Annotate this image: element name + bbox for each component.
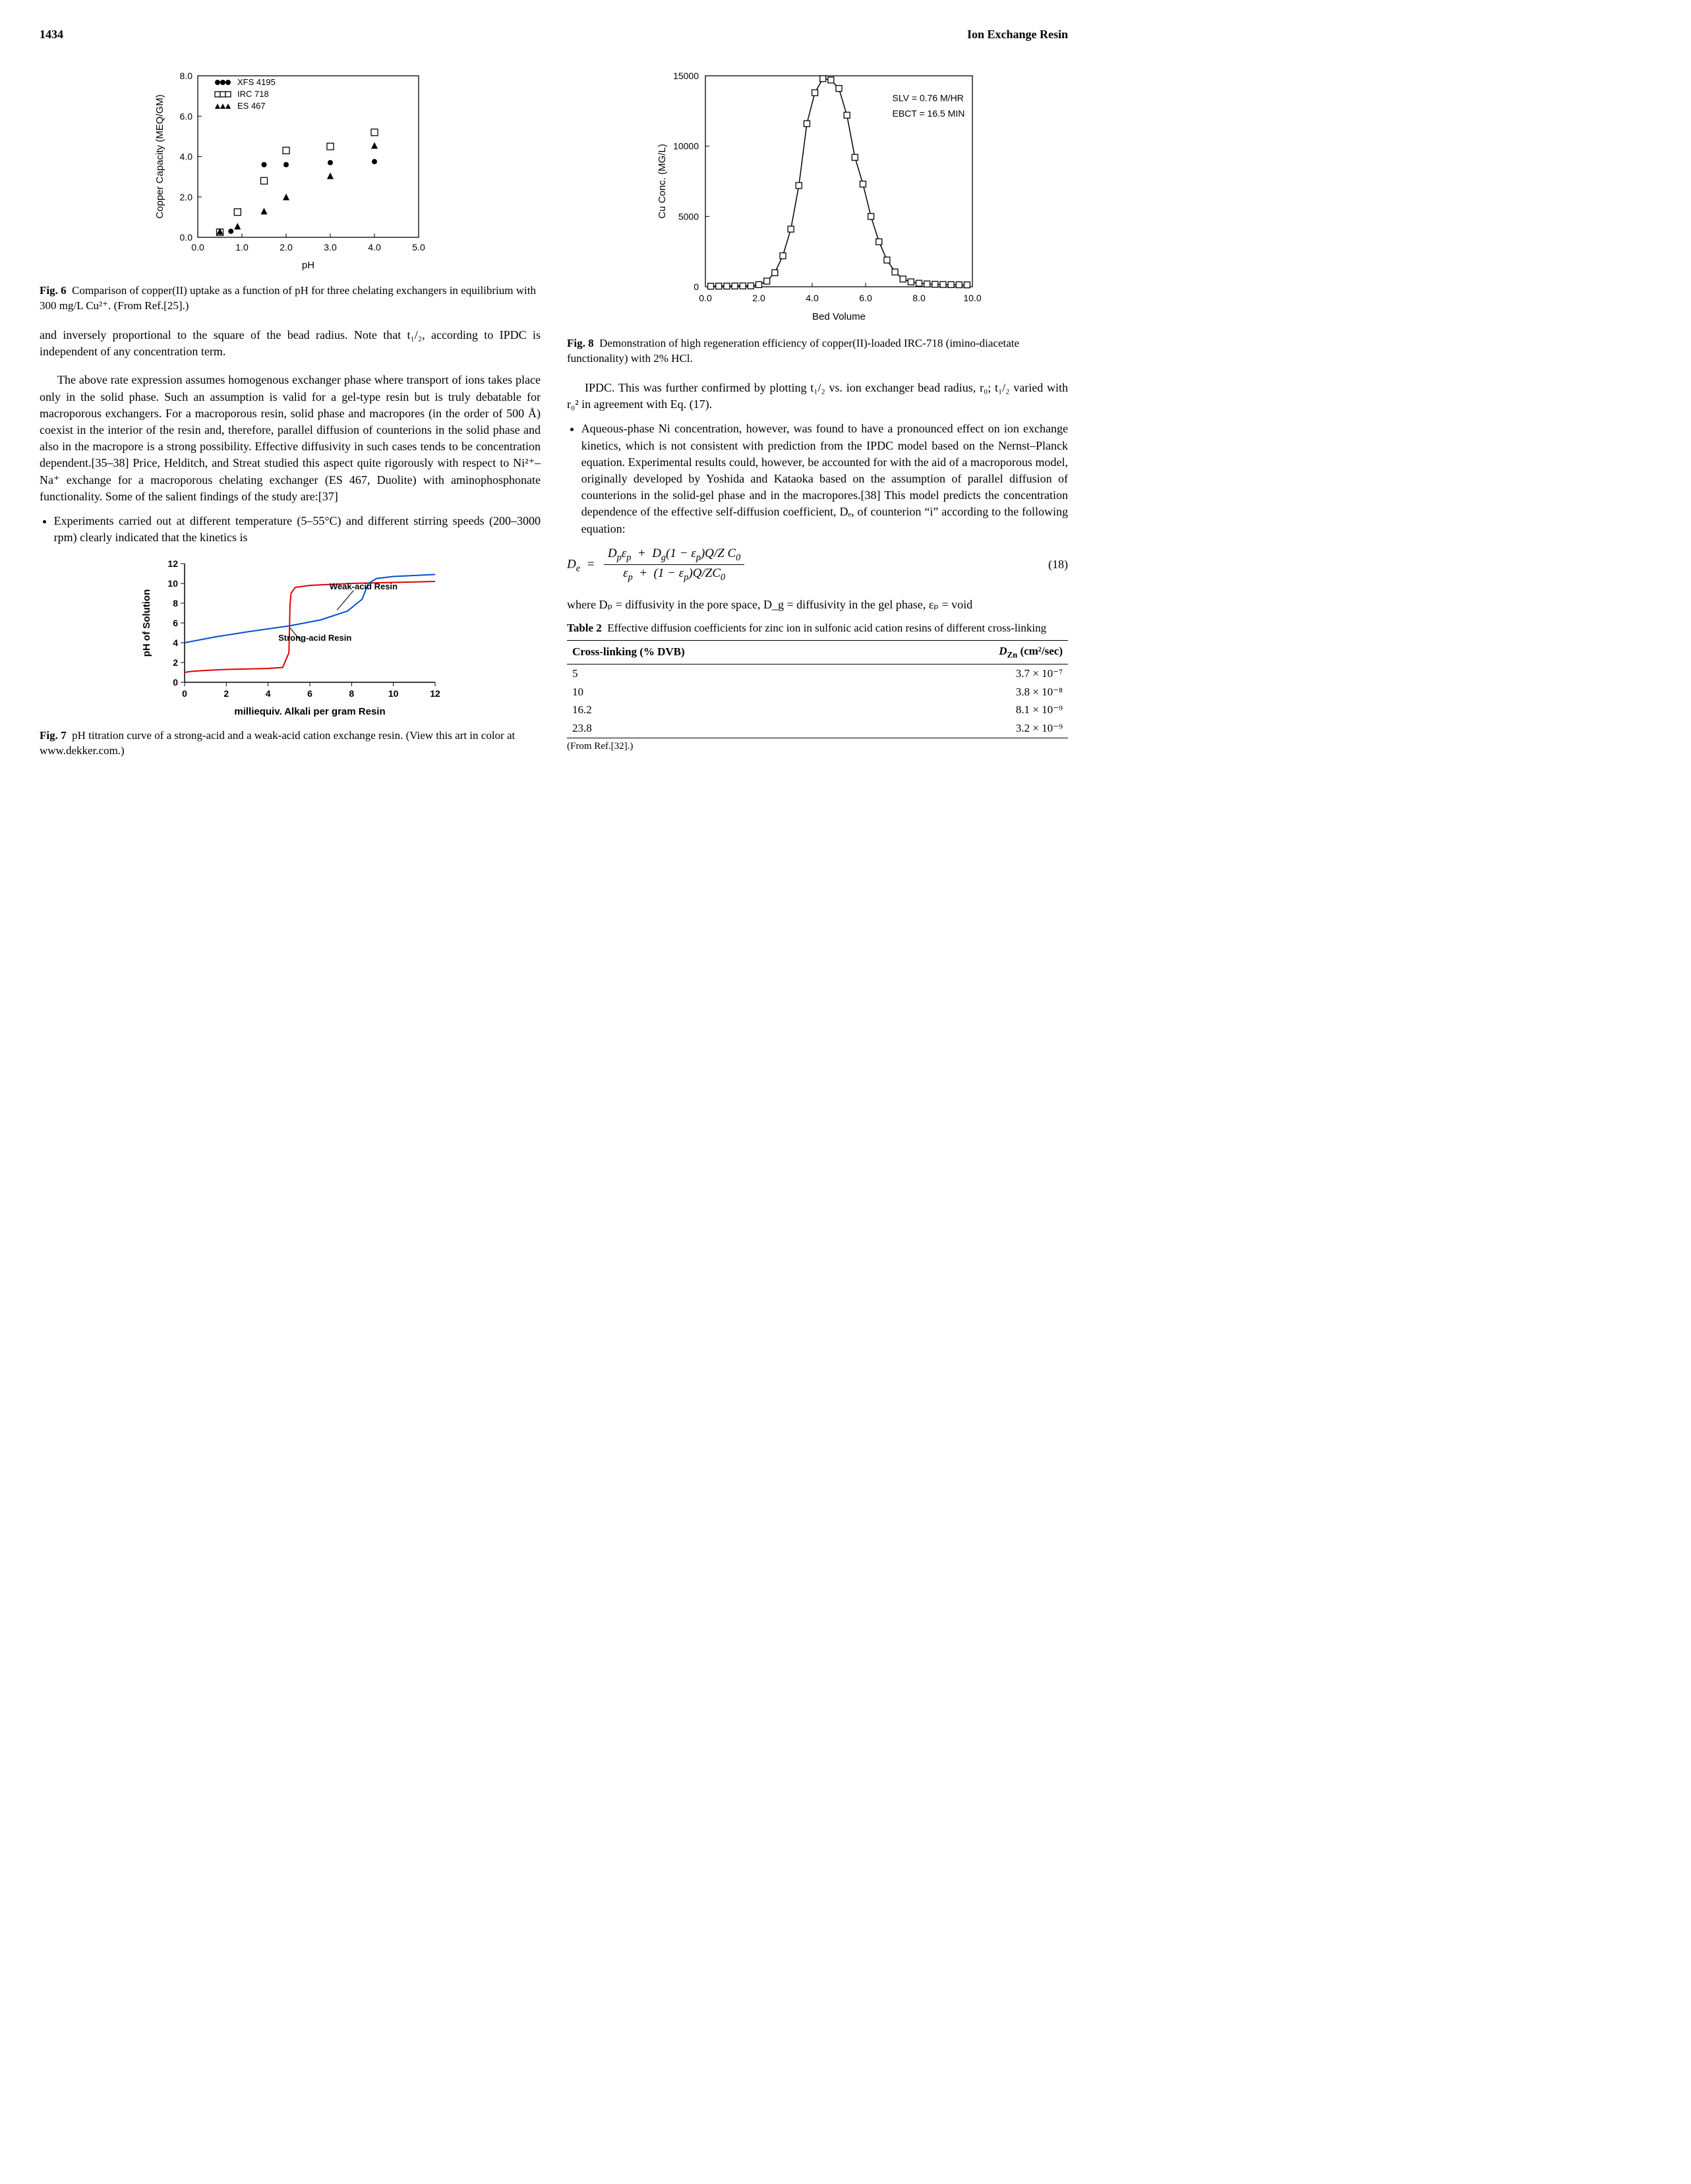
page-header: 1434 Ion Exchange Resin bbox=[40, 26, 1068, 43]
svg-text:8.0: 8.0 bbox=[180, 71, 193, 81]
bullet-list-left: Experiments carried out at different tem… bbox=[40, 513, 541, 546]
svg-text:Bed Volume: Bed Volume bbox=[812, 311, 866, 322]
bullet-1: Experiments carried out at different tem… bbox=[54, 513, 541, 546]
left-column: 0.0 1.0 2.0 3.0 4.0 5.0 0.0 2.0 4.0 6.0 8.0 pH Coppe… bbox=[40, 63, 541, 772]
svg-text:Cu Conc. (MG/L): Cu Conc. (MG/L) bbox=[657, 144, 668, 219]
table-2-note: (From Ref.[32].) bbox=[567, 740, 1068, 753]
bullet-2: Aqueous-phase Ni concentration, however,… bbox=[581, 421, 1068, 537]
svg-text:milliequiv. Alkali per gram Re: milliequiv. Alkali per gram Resin bbox=[234, 706, 385, 717]
bullet-list-right: Aqueous-phase Ni concentration, however,… bbox=[567, 421, 1068, 537]
svg-text:6: 6 bbox=[307, 688, 312, 699]
svg-text:4.0: 4.0 bbox=[368, 242, 381, 252]
svg-text:Copper Capacity (MEQ/GM): Copper Capacity (MEQ/GM) bbox=[154, 94, 165, 218]
table-cell: 5 bbox=[567, 664, 879, 682]
svg-text:SLV = 0.76 M/HR: SLV = 0.76 M/HR bbox=[893, 93, 964, 103]
svg-text:10000: 10000 bbox=[673, 141, 699, 152]
svg-text:10.0: 10.0 bbox=[963, 293, 981, 303]
svg-text:15000: 15000 bbox=[673, 71, 699, 81]
svg-text:IRC 718: IRC 718 bbox=[237, 89, 269, 99]
table-cell: 3.2 × 10⁻⁹ bbox=[879, 719, 1068, 738]
svg-text:12: 12 bbox=[167, 558, 178, 569]
table-cell: 23.8 bbox=[567, 719, 879, 738]
svg-text:8.0: 8.0 bbox=[912, 293, 926, 303]
svg-text:Weak-acid Resin: Weak-acid Resin bbox=[330, 581, 398, 591]
page-number: 1434 bbox=[40, 26, 63, 43]
svg-text:pH of Solution: pH of Solution bbox=[141, 589, 152, 657]
svg-text:2.0: 2.0 bbox=[280, 242, 293, 252]
svg-text:5.0: 5.0 bbox=[412, 242, 425, 252]
table-cell: 16.2 bbox=[567, 701, 879, 719]
equation-18: De = Dpεp + Dg(1 − εp)Q/Z C0 εp + (1 − ε… bbox=[567, 545, 1068, 585]
svg-text:12: 12 bbox=[430, 688, 440, 699]
svg-text:pH: pH bbox=[302, 260, 314, 271]
table-cell: 3.7 × 10⁻⁷ bbox=[879, 664, 1068, 682]
figure-8-caption: Fig. 8 Demonstration of high regeneratio… bbox=[567, 336, 1068, 367]
figure-7: 0 2 4 6 8 10 12 0 2 4 6 8 10 12 milliequiv. Alkali per… bbox=[40, 554, 541, 759]
svg-text:ES 467: ES 467 bbox=[237, 101, 266, 111]
svg-text:6: 6 bbox=[173, 618, 178, 628]
figure-6-caption: Fig. 6 Comparison of copper(II) uptake a… bbox=[40, 283, 541, 314]
table-cell: 3.8 × 10⁻⁸ bbox=[879, 683, 1068, 701]
svg-text:4.0: 4.0 bbox=[180, 152, 193, 162]
svg-text:Strong-acid Resin: Strong-acid Resin bbox=[278, 633, 351, 643]
paragraph-continuation: and inversely proportional to the square… bbox=[40, 327, 541, 360]
svg-text:3.0: 3.0 bbox=[324, 242, 337, 252]
table-2-col1: DZn (cm²/sec) bbox=[879, 640, 1068, 664]
paragraph-2: The above rate expression assumes homoge… bbox=[40, 372, 541, 505]
table-2-caption: Table 2 Effective diffusion coefficients… bbox=[567, 621, 1068, 635]
table-cell: 10 bbox=[567, 683, 879, 701]
svg-text:10: 10 bbox=[167, 578, 178, 589]
svg-text:6.0: 6.0 bbox=[859, 293, 872, 303]
svg-text:0.0: 0.0 bbox=[191, 242, 204, 252]
right-column: 0.0 2.0 4.0 6.0 8.0 10.0 0 5000 10000 15000 Bed Vo… bbox=[567, 63, 1068, 772]
figure-8-chart: 0.0 2.0 4.0 6.0 8.0 10.0 0 5000 10000 15000 Bed Vo… bbox=[567, 63, 1068, 326]
table-cell: 8.1 × 10⁻⁹ bbox=[879, 701, 1068, 719]
svg-text:EBCT = 16.5 MIN: EBCT = 16.5 MIN bbox=[893, 108, 965, 119]
svg-text:4: 4 bbox=[266, 688, 271, 699]
svg-text:4.0: 4.0 bbox=[806, 293, 819, 303]
paragraph-where: where Dₚ = diffusivity in the pore space… bbox=[567, 597, 1068, 613]
svg-text:5000: 5000 bbox=[678, 212, 699, 222]
svg-text:2.0: 2.0 bbox=[180, 192, 193, 202]
table-2-col0: Cross-linking (% DVB) bbox=[567, 640, 879, 664]
svg-text:0.0: 0.0 bbox=[180, 232, 193, 243]
figure-6: 0.0 1.0 2.0 3.0 4.0 5.0 0.0 2.0 4.0 6.0 8.0 pH Coppe… bbox=[40, 63, 541, 314]
table-2: Cross-linking (% DVB) DZn (cm²/sec) 53.7… bbox=[567, 640, 1068, 738]
svg-text:0: 0 bbox=[182, 688, 187, 699]
svg-text:10: 10 bbox=[388, 688, 399, 699]
equation-18-number: (18) bbox=[1048, 556, 1068, 573]
svg-text:2.0: 2.0 bbox=[752, 293, 765, 303]
svg-text:8: 8 bbox=[173, 598, 178, 608]
figure-7-caption: Fig. 7 pH titration curve of a strong-ac… bbox=[40, 728, 541, 759]
svg-text:0: 0 bbox=[173, 677, 178, 688]
figure-7-chart: 0 2 4 6 8 10 12 0 2 4 6 8 10 12 milliequiv. Alkali per… bbox=[40, 554, 541, 719]
svg-text:XFS 4195: XFS 4195 bbox=[237, 77, 276, 87]
svg-text:4: 4 bbox=[173, 637, 178, 648]
svg-text:2: 2 bbox=[223, 688, 229, 699]
bullet1-continuation: IPDC. This was further confirmed by plot… bbox=[567, 380, 1068, 413]
figure-8: 0.0 2.0 4.0 6.0 8.0 10.0 0 5000 10000 15000 Bed Vo… bbox=[567, 63, 1068, 367]
svg-text:0.0: 0.0 bbox=[699, 293, 712, 303]
running-title: Ion Exchange Resin bbox=[967, 26, 1068, 43]
svg-text:1.0: 1.0 bbox=[235, 242, 249, 252]
svg-text:0: 0 bbox=[694, 281, 699, 292]
svg-text:6.0: 6.0 bbox=[180, 111, 193, 121]
figure-6-chart: 0.0 1.0 2.0 3.0 4.0 5.0 0.0 2.0 4.0 6.0 8.0 pH Coppe… bbox=[40, 63, 541, 274]
svg-text:8: 8 bbox=[349, 688, 354, 699]
svg-text:2: 2 bbox=[173, 657, 178, 668]
